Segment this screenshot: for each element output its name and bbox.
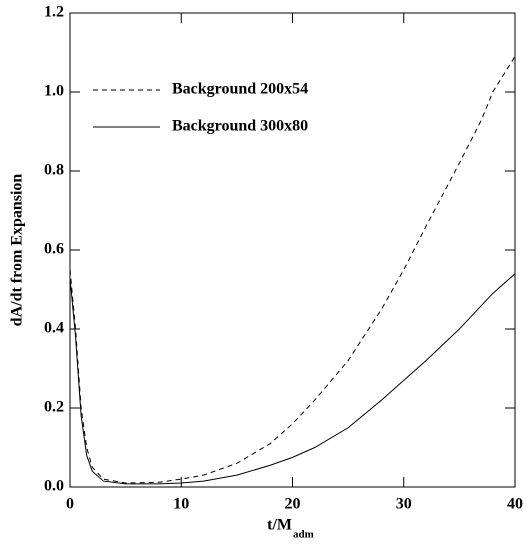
y-tick-label: 0.6 [44, 241, 64, 258]
x-tick-label: 30 [396, 496, 412, 513]
y-axis-label: dA/dt from Expansion [9, 174, 26, 327]
x-tick-label: 0 [66, 496, 74, 513]
y-tick-label: 0.8 [44, 162, 64, 179]
y-tick-label: 0.4 [44, 320, 64, 337]
y-tick-label: 0.0 [44, 478, 64, 495]
x-tick-label: 20 [285, 496, 301, 513]
series-line [69, 56, 516, 484]
legend-label: Background 200x54 [172, 81, 308, 98]
y-tick-label: 0.2 [44, 399, 64, 416]
legend-label: Background 300x80 [172, 118, 308, 135]
x-axis-label: t/M [267, 517, 292, 534]
x-tick-label: 10 [173, 496, 189, 513]
y-tick-label: 1.2 [44, 4, 64, 21]
x-tick-label: 40 [507, 496, 523, 513]
x-axis-label-sub: adm [293, 529, 314, 541]
y-tick-label: 1.0 [44, 83, 64, 100]
series-line [69, 273, 516, 485]
